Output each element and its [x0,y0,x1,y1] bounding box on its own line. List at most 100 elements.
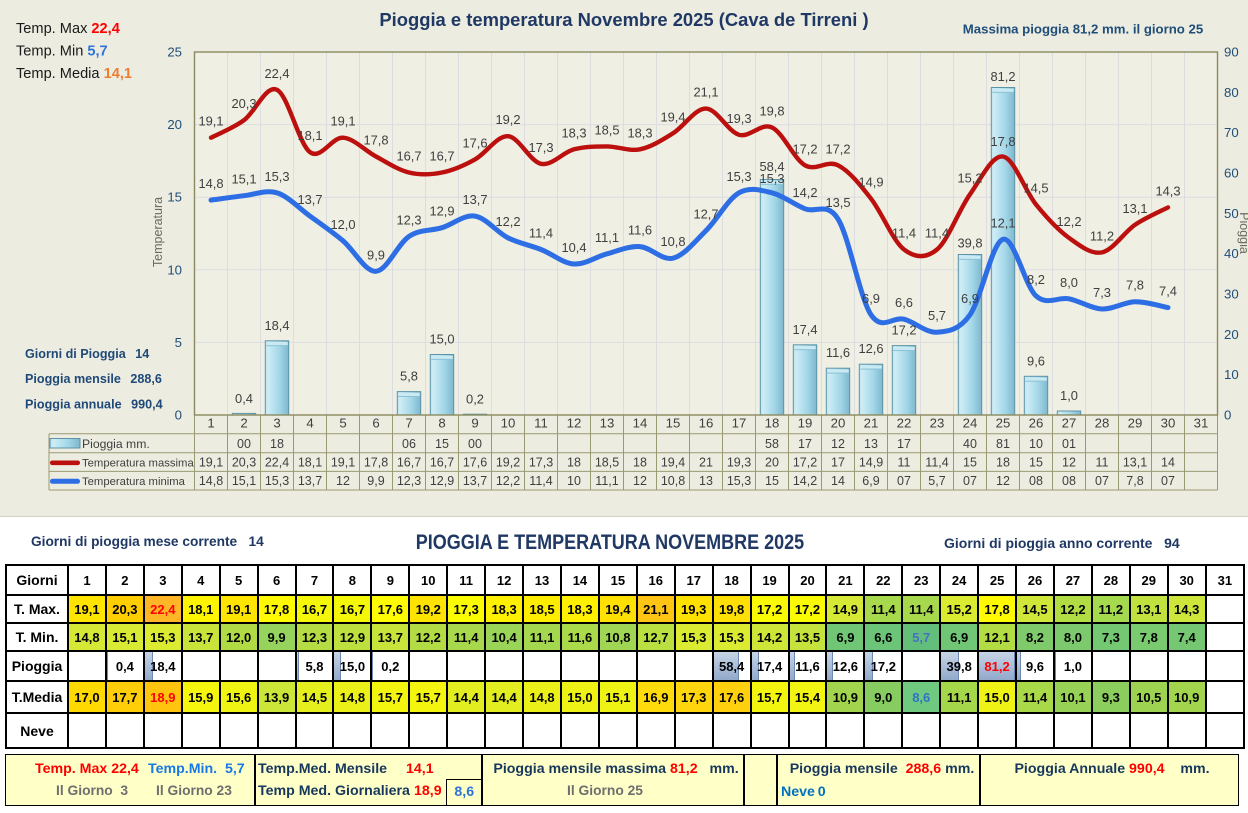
svg-text:12: 12 [336,474,350,488]
svg-text:18,5: 18,5 [595,456,619,470]
svg-text:12,6: 12,6 [858,341,883,356]
svg-text:19,4: 19,4 [661,456,685,470]
svg-text:40: 40 [963,437,977,451]
svg-text:12,7: 12,7 [693,207,718,222]
svg-text:19,3: 19,3 [727,456,751,470]
svg-text:15: 15 [435,437,449,451]
svg-text:31: 31 [1194,416,1209,431]
svg-text:13,7: 13,7 [298,474,322,488]
svg-text:12: 12 [996,474,1010,488]
svg-text:7,4: 7,4 [1159,284,1177,299]
svg-text:16,7: 16,7 [429,149,454,164]
svg-text:13,1: 13,1 [1123,456,1147,470]
svg-text:12,3: 12,3 [397,474,421,488]
svg-text:18: 18 [633,456,647,470]
svg-text:60: 60 [1224,166,1239,181]
svg-text:18,5: 18,5 [594,122,619,137]
svg-text:15,0: 15,0 [429,332,454,347]
svg-text:19,8: 19,8 [759,104,784,119]
svg-text:Temp. Max 22,4: Temp. Max 22,4 [16,21,121,37]
svg-text:81,2: 81,2 [990,69,1015,84]
svg-text:19,1: 19,1 [198,114,223,129]
svg-text:12: 12 [633,474,647,488]
svg-text:5: 5 [175,335,182,350]
svg-text:6,9: 6,9 [961,291,979,306]
svg-text:11,4: 11,4 [529,226,553,241]
svg-text:20: 20 [831,416,846,431]
svg-text:Temperatura minima: Temperatura minima [82,476,186,488]
svg-text:16,7: 16,7 [397,456,421,470]
svg-text:17: 17 [831,456,845,470]
svg-text:40: 40 [1224,246,1239,261]
svg-text:22,4: 22,4 [264,66,289,81]
svg-text:01: 01 [1062,437,1076,451]
svg-text:2: 2 [240,416,247,431]
svg-text:3: 3 [273,416,280,431]
svg-text:07: 07 [897,474,911,488]
svg-text:21: 21 [699,456,713,470]
svg-text:17,8: 17,8 [363,133,388,148]
svg-text:24: 24 [963,416,978,431]
svg-text:17,2: 17,2 [793,456,817,470]
svg-text:17: 17 [732,416,747,431]
svg-text:19,1: 19,1 [331,456,355,470]
svg-text:12,2: 12,2 [1056,214,1081,229]
svg-text:15: 15 [1029,456,1043,470]
svg-text:18: 18 [567,456,581,470]
svg-text:27: 27 [1062,416,1077,431]
svg-text:20: 20 [765,456,779,470]
svg-text:12,2: 12,2 [495,214,520,229]
svg-text:21,1: 21,1 [693,85,718,100]
svg-text:11,4: 11,4 [925,456,948,470]
svg-text:7,8: 7,8 [1126,474,1143,488]
svg-text:15,2: 15,2 [957,170,982,185]
svg-text:10: 10 [167,262,182,277]
svg-text:17,2: 17,2 [825,141,850,156]
svg-text:11,4: 11,4 [892,226,916,241]
svg-text:14,9: 14,9 [858,175,883,190]
svg-text:19,2: 19,2 [496,456,520,470]
svg-text:5,8: 5,8 [400,369,418,384]
svg-text:13,7: 13,7 [462,192,487,207]
svg-text:18,4: 18,4 [264,318,289,333]
svg-text:10: 10 [1224,367,1239,382]
svg-text:1,0: 1,0 [1060,388,1078,403]
svg-text:9,6: 9,6 [1027,353,1045,368]
svg-text:12,3: 12,3 [396,212,421,227]
svg-text:Pioggia mm.: Pioggia mm. [82,437,150,451]
svg-text:10,4: 10,4 [561,240,586,255]
svg-text:8,2: 8,2 [1027,272,1045,287]
svg-text:19,1: 19,1 [330,114,355,129]
svg-text:08: 08 [1029,474,1043,488]
svg-text:0,4: 0,4 [235,391,253,406]
svg-text:11: 11 [534,416,548,431]
svg-text:7,3: 7,3 [1093,285,1111,300]
svg-text:15,3: 15,3 [726,169,751,184]
svg-text:19,3: 19,3 [726,111,751,126]
svg-text:15: 15 [666,416,681,431]
svg-text:14,3: 14,3 [1155,183,1180,198]
svg-text:13,7: 13,7 [297,192,322,207]
svg-text:0,2: 0,2 [466,392,484,407]
svg-text:15,3: 15,3 [264,169,289,184]
svg-text:08: 08 [1062,474,1076,488]
svg-text:11,6: 11,6 [826,345,850,360]
svg-text:14: 14 [633,416,648,431]
svg-text:12,0: 12,0 [330,217,355,232]
svg-text:15,3: 15,3 [727,474,751,488]
svg-text:22,4: 22,4 [265,456,289,470]
svg-text:17,4: 17,4 [792,322,817,337]
svg-text:10: 10 [1029,437,1043,451]
svg-text:12,2: 12,2 [496,474,520,488]
svg-text:5,7: 5,7 [928,474,945,488]
svg-text:9,9: 9,9 [367,247,385,262]
svg-text:15,1: 15,1 [231,172,256,187]
svg-text:5: 5 [339,416,346,431]
svg-text:14,8: 14,8 [199,474,223,488]
svg-text:9: 9 [471,416,478,431]
svg-text:00: 00 [237,437,251,451]
svg-text:19: 19 [798,416,813,431]
svg-text:50: 50 [1224,206,1239,221]
svg-text:10: 10 [567,474,581,488]
svg-text:Temp. Min 5,7: Temp. Min 5,7 [16,43,108,59]
